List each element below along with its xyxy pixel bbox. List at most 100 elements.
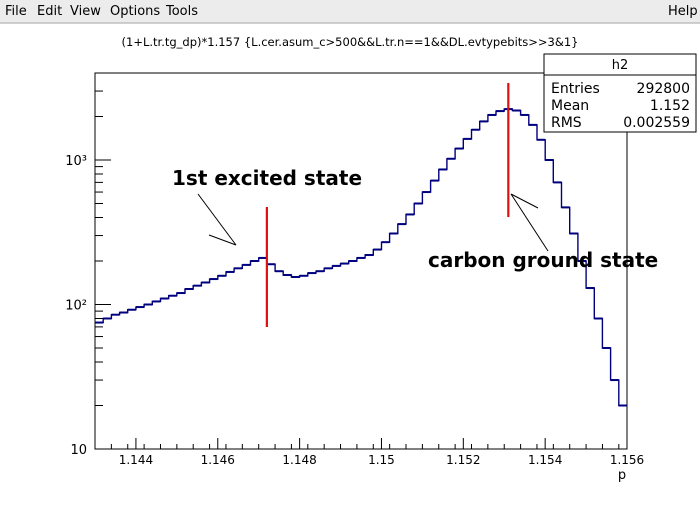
histogram-bin [185, 288, 194, 291]
annotation-ground-arrow [510, 193, 549, 252]
x-tick-label: 1.156 [610, 453, 644, 467]
histogram-bin [536, 138, 546, 141]
histogram-plot: (1+L.tr.tg_dp)*1.157 {L.cer.asum_c>500&&… [65, 35, 697, 483]
x-tick-label: 1.154 [528, 453, 562, 467]
histogram-bin [586, 287, 595, 290]
histogram-bin [397, 223, 407, 226]
menu-view[interactable]: View [70, 4, 101, 19]
marker-lines [265, 83, 510, 327]
histogram-bin [225, 270, 235, 273]
histogram-bin [545, 158, 554, 161]
histogram-bin [610, 379, 619, 382]
histogram-bin [414, 202, 423, 205]
histogram-bin [463, 137, 472, 140]
histogram-bin [209, 278, 218, 281]
plot-canvas: (1+L.tr.tg_dp)*1.157 {L.cer.asum_c>500&&… [0, 23, 700, 501]
histogram-bin [127, 308, 136, 311]
histogram-bin [553, 181, 562, 184]
histogram-bin [528, 123, 537, 126]
histogram-bin [234, 267, 243, 270]
x-tick-label: 1.152 [446, 453, 480, 467]
histogram-bin [291, 275, 300, 278]
chart-title: (1+L.tr.tg_dp)*1.157 {L.cer.asum_c>500&&… [122, 35, 579, 49]
x-axis-label: p [618, 468, 626, 483]
stats-box-name: h2 [612, 58, 629, 73]
histogram-bin [258, 256, 267, 259]
histogram-bin [193, 284, 202, 287]
menu-bar: File Edit View Options Tools Help [0, 0, 700, 23]
histogram-bin [160, 297, 169, 300]
stats-entries-label: Entries [551, 81, 600, 97]
histogram-series [95, 108, 627, 407]
histogram-bin [365, 254, 374, 257]
histogram-bin [602, 346, 611, 349]
histogram-bin [168, 294, 177, 297]
histogram-bin [201, 281, 210, 284]
histogram-bin [446, 157, 456, 160]
histogram-bin [389, 232, 398, 235]
histogram-bin [299, 274, 308, 277]
histogram-bin [438, 168, 447, 171]
histogram-bin [373, 248, 382, 251]
histogram-bin [577, 260, 587, 262]
y-axis: 10 10² 10³ [65, 90, 111, 458]
histogram-bin [561, 206, 570, 209]
x-tick-label: 1.15 [368, 453, 395, 467]
x-tick-label: 1.144 [119, 453, 153, 467]
menu-file[interactable]: File [5, 4, 27, 19]
histogram-bin [315, 270, 325, 273]
histogram-bin [356, 256, 366, 259]
stats-entries-value: 292800 [637, 81, 690, 97]
stats-mean-label: Mean [551, 98, 589, 114]
histogram-bin [307, 272, 316, 275]
histogram-bin [95, 321, 104, 324]
annotation-ground-label: carbon ground state [428, 248, 658, 272]
menu-help[interactable]: Help [668, 4, 698, 19]
histogram-bin [144, 303, 153, 306]
histogram-bin [266, 263, 276, 266]
histogram-bin [176, 292, 186, 295]
histogram-bin [496, 110, 505, 113]
histogram-bin [348, 260, 357, 262]
stats-rms-value: 0.002559 [623, 115, 690, 131]
histogram-bin [430, 179, 439, 182]
histogram-bin [332, 264, 341, 267]
histogram-bin [250, 260, 259, 262]
x-tick-label: 1.146 [201, 453, 235, 467]
menu-tools[interactable]: Tools [166, 4, 199, 19]
histogram-bin [242, 263, 251, 266]
y-tick-label: 10² [65, 298, 87, 313]
histogram-bin [569, 232, 578, 235]
histogram-bin [283, 274, 292, 277]
histogram-bin [618, 404, 627, 407]
histogram-bin [217, 274, 226, 277]
histogram-bin [479, 120, 488, 123]
histogram-bin [455, 147, 464, 150]
y-tick-label: 10³ [65, 154, 87, 169]
x-axis: 1.144 1.146 1.148 1.15 1.152 1.154 1.156 [94, 438, 644, 467]
histogram-bin [381, 241, 390, 244]
histogram-bin [471, 128, 480, 131]
annotation-excited-label: 1st excited state [172, 166, 362, 190]
histogram-bin [103, 317, 112, 320]
histogram-bin [512, 109, 521, 112]
histogram-bin [422, 191, 431, 194]
histogram-bin [340, 262, 349, 265]
histogram-bin [594, 317, 603, 320]
stats-rms-label: RMS [551, 115, 582, 131]
histogram-bin [406, 213, 415, 216]
stats-mean-value: 1.152 [650, 98, 690, 114]
histogram-bin [324, 267, 333, 270]
histogram-bin [152, 300, 161, 303]
histogram-bin [275, 270, 284, 273]
y-tick-label: 10 [70, 443, 87, 458]
histogram-bin [111, 313, 120, 316]
menu-options[interactable]: Options [110, 4, 161, 19]
histogram-bin [135, 306, 145, 309]
histogram-bin [119, 311, 128, 314]
histogram-bin [487, 113, 497, 116]
menu-edit[interactable]: Edit [37, 4, 63, 19]
histogram-bin [520, 113, 529, 116]
annotation-excited-arrow [197, 193, 237, 246]
